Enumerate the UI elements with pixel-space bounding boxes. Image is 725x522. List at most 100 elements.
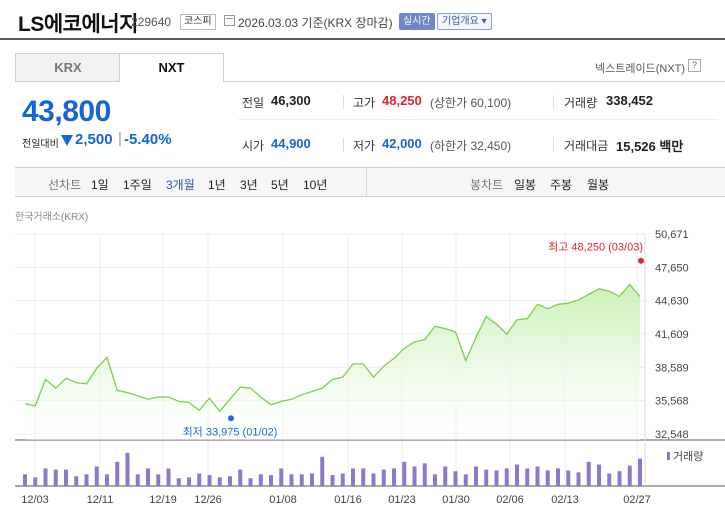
change-separator: | (118, 130, 122, 147)
y-tick-label: 47,650 (655, 262, 689, 274)
candle-daily[interactable]: 일봉 (514, 178, 537, 192)
volume-bar (381, 469, 386, 486)
down-triangle-icon (61, 135, 73, 146)
volume-bar (53, 469, 58, 486)
x-tick-label: 12/11 (87, 494, 114, 506)
y-tick-label: 44,630 (655, 296, 689, 308)
volume-bar (176, 478, 181, 486)
volume-bar (166, 468, 171, 486)
low-marker (228, 415, 234, 422)
high-annotation: 최고 48,250 (03/03) (548, 241, 643, 254)
tab-divider (15, 81, 120, 82)
volume-bar (115, 461, 120, 486)
volume-bar (361, 468, 366, 486)
volume-bar (23, 474, 27, 486)
prev-close-label: 전일 (242, 96, 265, 110)
y-tick-label: 41,609 (655, 329, 689, 341)
volume-bar (371, 473, 376, 486)
volume-bar (412, 466, 417, 486)
volume-bar (392, 468, 396, 486)
x-axis-labels: 12/03 12/11 12/19 12/26 01/08 01/16 01/23 01/30… (21, 494, 651, 506)
lower-limit: (하한가 32,450) (430, 139, 512, 153)
candle-monthly[interactable]: 월봉 (587, 178, 610, 192)
realtime-button[interactable]: 실시간 (399, 13, 435, 30)
low-value: 42,000 (382, 136, 422, 151)
volume-bar (125, 452, 130, 486)
volume-bar (33, 477, 38, 486)
volume-bar (443, 466, 448, 486)
period-bar: 선차트 1일 1주일 3개월 1년 3년 5년 10년 봉차트 일봉 주봉 월봉 (15, 167, 725, 197)
volume-bar (84, 474, 89, 486)
volume-bar (351, 468, 355, 486)
high-label: 고가 (353, 96, 376, 110)
candle-weekly[interactable]: 주봉 (550, 178, 573, 192)
volume-bar (228, 476, 232, 486)
volume-value: 338,452 (606, 93, 653, 108)
stat-row-divider (238, 119, 718, 120)
high-marker (638, 257, 644, 264)
volume-bar (74, 476, 79, 486)
help-icon[interactable]: ? (688, 59, 701, 72)
volume-bar (586, 461, 591, 486)
stock-code: 229640 (131, 15, 172, 29)
volume-bar (494, 470, 499, 486)
volume-bar (217, 477, 222, 486)
open-value: 44,900 (271, 136, 311, 151)
volume-bar (105, 474, 109, 486)
volume-bar (484, 469, 489, 486)
period-3m[interactable]: 3개월 (166, 178, 195, 192)
x-tick-label: 01/16 (334, 494, 362, 506)
volume-bar (535, 466, 540, 486)
stat-divider (553, 95, 554, 109)
volume-bar (146, 468, 150, 486)
period-3y[interactable]: 3년 (240, 178, 258, 192)
tab-divider (224, 81, 725, 82)
volume-bar (617, 471, 622, 486)
period-5y[interactable]: 5년 (271, 178, 289, 192)
line-chart-label: 선차트 (48, 178, 82, 192)
volume-bar (43, 468, 48, 486)
volume-bar (525, 468, 530, 486)
period-1y[interactable]: 1년 (208, 178, 226, 192)
period-10y[interactable]: 10년 (303, 178, 328, 192)
tab-krx[interactable]: KRX (15, 53, 120, 82)
volume-bar (607, 473, 612, 486)
high-value: 48,250 (382, 93, 422, 108)
stat-divider (343, 95, 344, 109)
volume-bar (463, 474, 468, 486)
quote-date: 2026.03.03 기준(KRX 장마감) (238, 14, 393, 31)
volume-bar (299, 474, 304, 486)
volume-bar (340, 473, 345, 486)
volume-bar (64, 469, 68, 486)
volume-bar (238, 469, 243, 486)
chevron-down-icon: ▾ (481, 16, 487, 27)
company-info-button[interactable]: 기업개요 ▾ (437, 13, 492, 30)
x-tick-label: 01/08 (269, 494, 297, 506)
x-tick-label: 02/06 (496, 494, 524, 506)
x-tick-label: 12/03 (21, 494, 49, 506)
x-tick-label: 02/27 (623, 494, 651, 506)
trade-value: 15,526 백만 (616, 139, 684, 154)
volume-bar (545, 470, 550, 486)
y-tick-label: 35,568 (655, 396, 689, 408)
low-label: 저가 (353, 139, 376, 153)
nextrade-link[interactable]: 넥스트레이드(NXT) (595, 63, 686, 75)
volume-bar (402, 461, 407, 486)
volume-bar (453, 471, 458, 486)
x-tick-label: 02/13 (551, 494, 579, 506)
high-low-markers: 최고 48,250 (03/03) 최저 33,975 (01/02) (183, 241, 644, 438)
price-line (24, 283, 641, 413)
x-tick-label: 01/30 (442, 494, 470, 506)
change-value: 2,500 (75, 131, 113, 148)
volume-bars: 거래량 (23, 450, 703, 486)
period-1d[interactable]: 1일 (91, 178, 109, 192)
stat-divider (343, 138, 344, 152)
volume-bar (627, 465, 632, 486)
company-info-label: 기업개요 (442, 16, 479, 27)
trade-value-label: 거래대금 (564, 139, 609, 153)
volume-bar (197, 473, 202, 486)
period-1w[interactable]: 1주일 (123, 178, 152, 192)
y-tick-label: 32,548 (655, 429, 689, 441)
tab-nxt[interactable]: NXT (119, 53, 224, 82)
candle-chart-label: 봉차트 (470, 178, 504, 192)
